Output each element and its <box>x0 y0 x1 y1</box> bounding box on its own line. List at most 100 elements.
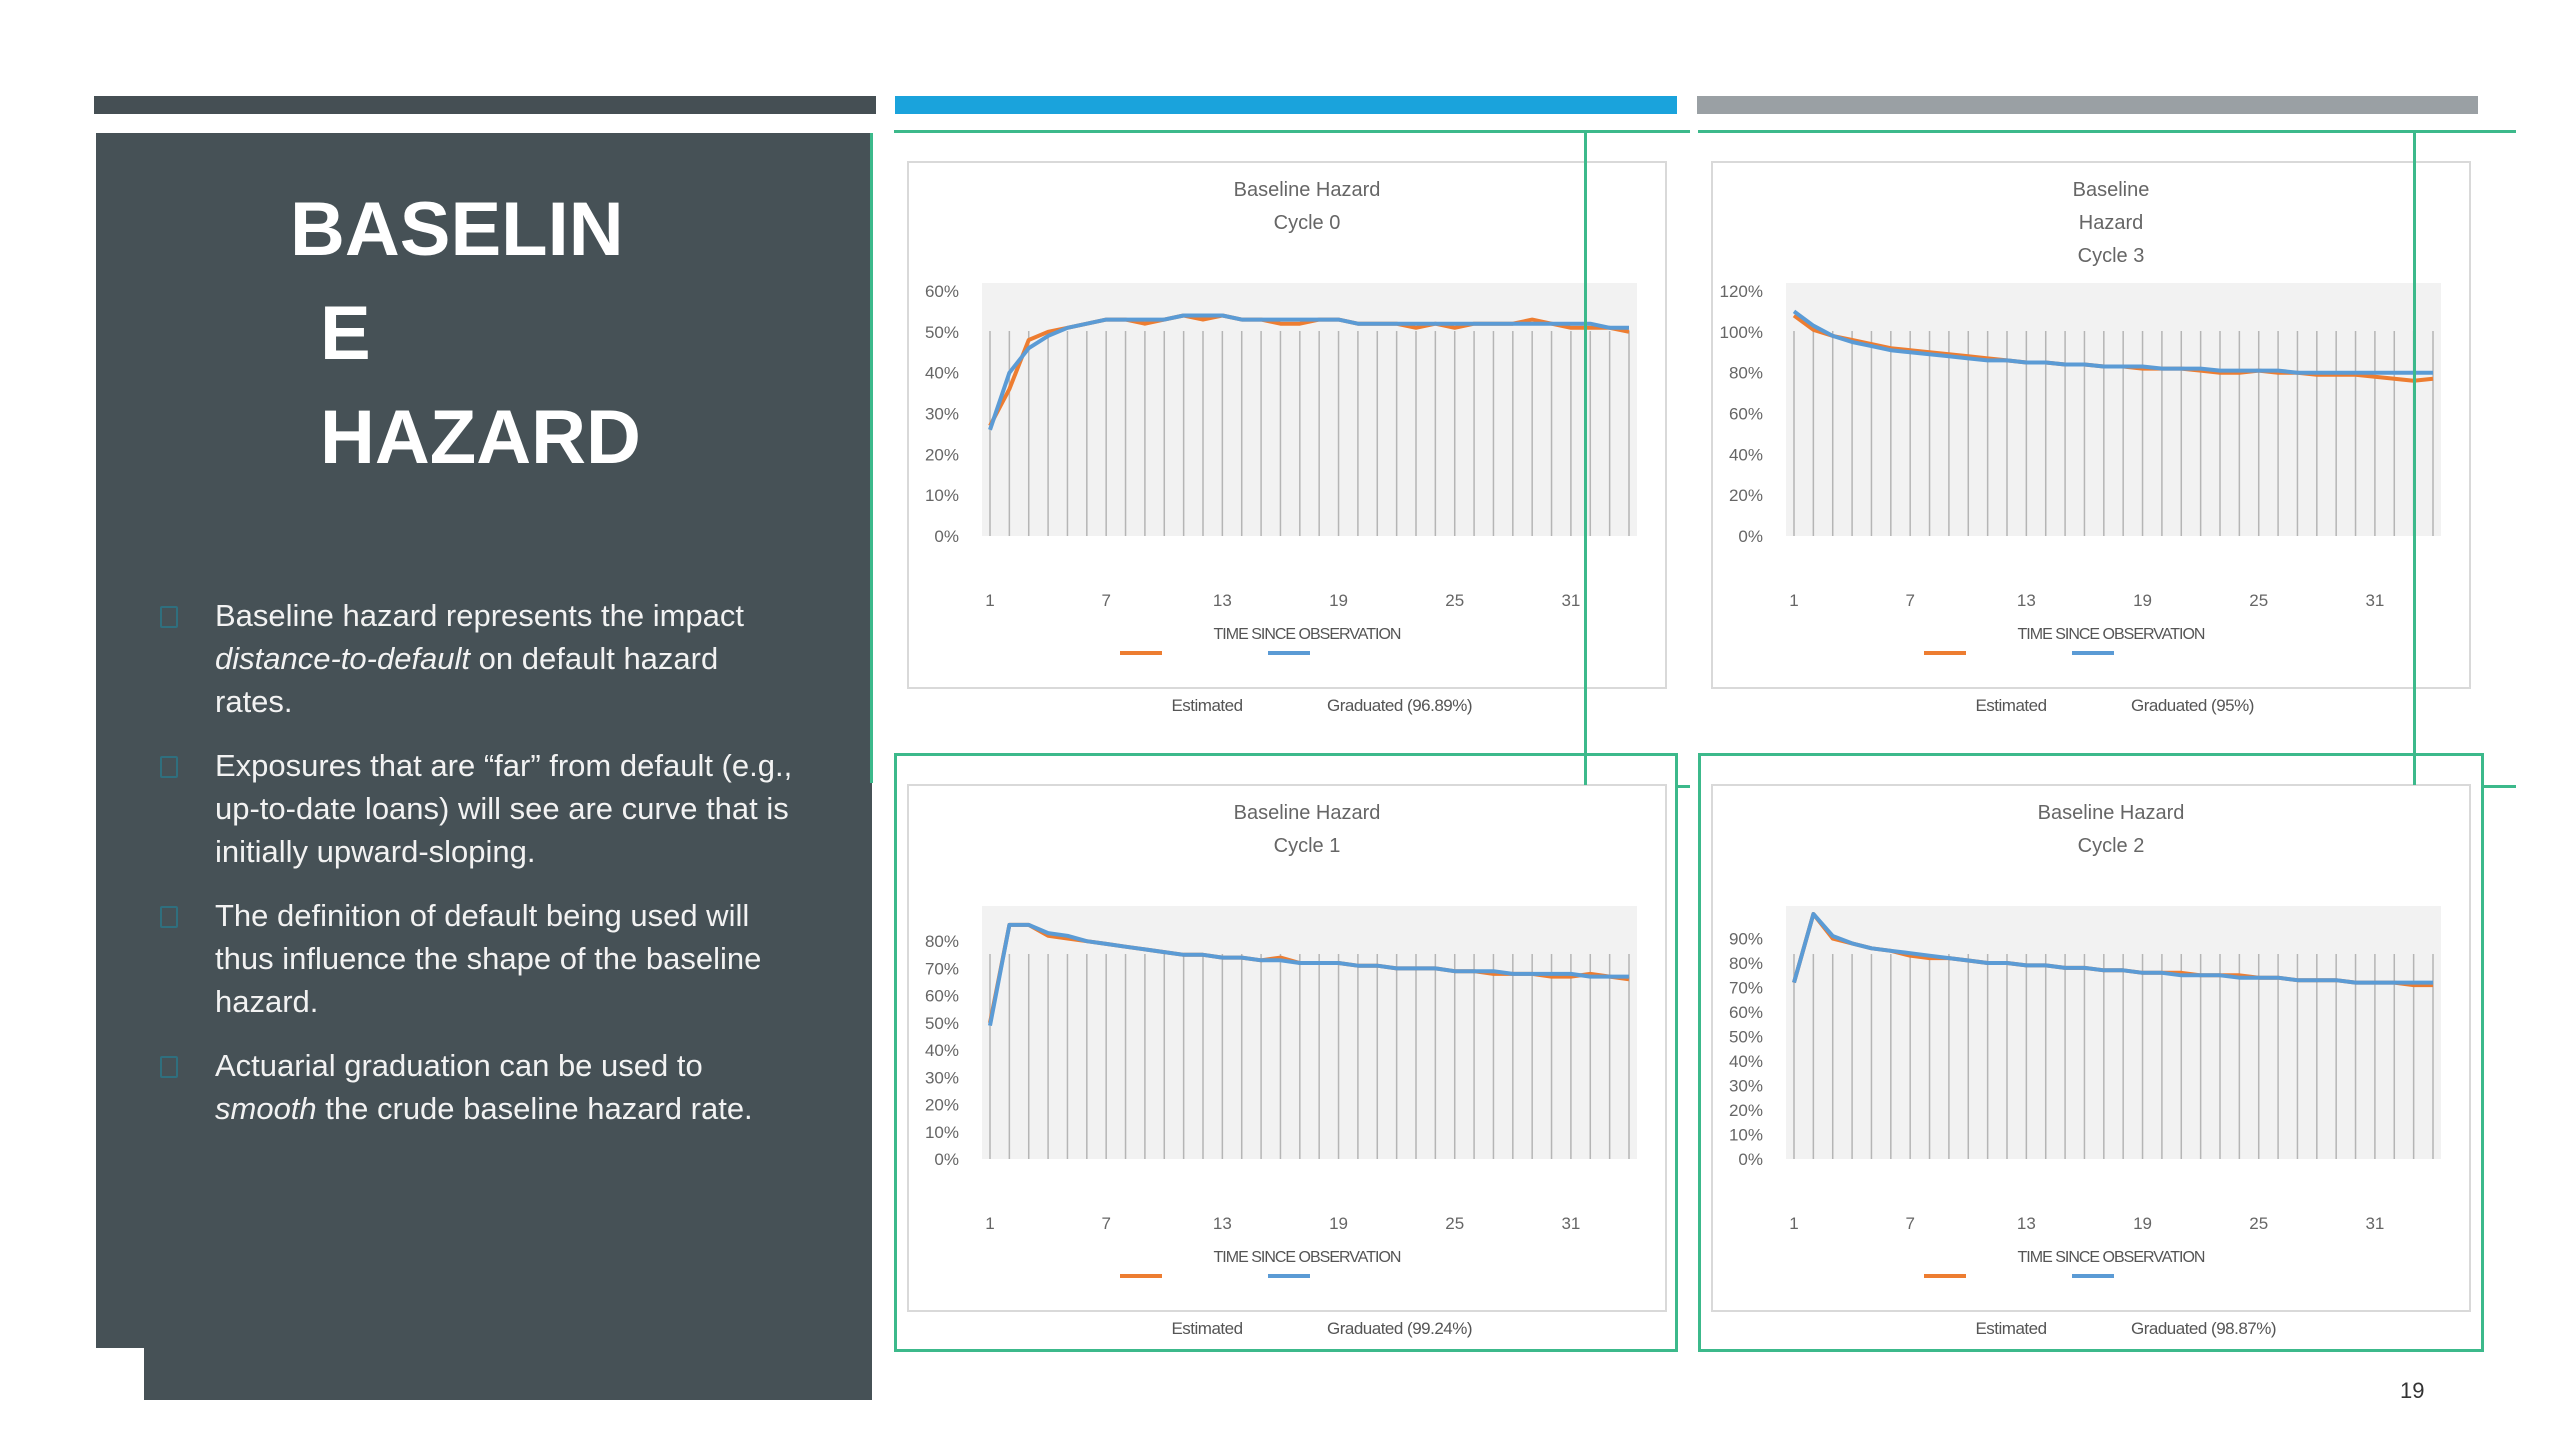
legend-label: Estimated <box>1975 1319 2046 1338</box>
plot-area <box>982 906 1637 1159</box>
frame-line <box>2481 785 2516 788</box>
bullet-emphasis: smooth <box>215 1091 317 1126</box>
y-tick-label: 0% <box>1738 527 1763 546</box>
title-line: HAZARD <box>320 395 641 480</box>
chart-title-line: Cycle 3 <box>2078 245 2145 267</box>
chart-title-line: Baseline <box>2073 179 2150 201</box>
y-tick-label: 70% <box>925 959 959 978</box>
y-tick-label: 70% <box>1729 979 1763 998</box>
y-tick-label: 10% <box>925 486 959 505</box>
x-axis-label: TIME SINCE OBSERVATION <box>1214 626 1401 643</box>
y-tick-label: 50% <box>925 323 959 342</box>
series-graduated-line <box>1792 309 2433 375</box>
y-tick-label: 10% <box>925 1123 959 1142</box>
y-tick-label: 40% <box>1729 445 1763 464</box>
x-axis-label: TIME SINCE OBSERVATION <box>1214 1249 1401 1266</box>
y-tick-label: 90% <box>1729 930 1763 949</box>
header-bar-dark <box>94 96 876 114</box>
legend-label: Estimated <box>1171 696 1242 715</box>
x-tick-label: 31 <box>2365 591 2384 610</box>
bullet-item: The definition of default being used wil… <box>160 894 800 1023</box>
x-tick-label: 13 <box>1213 1214 1232 1233</box>
frame-line <box>2413 130 2416 785</box>
bullet-square-icon <box>160 756 178 778</box>
y-tick-label: 50% <box>925 1014 959 1033</box>
y-tick-label: 80% <box>1729 954 1763 973</box>
y-tick-label: 120% <box>1720 282 1763 301</box>
header-bar-blue <box>895 96 1677 114</box>
title-line: E <box>320 291 371 376</box>
x-tick-label: 7 <box>1101 591 1110 610</box>
bullet-text: Baseline hazard represents the impact <box>215 598 745 633</box>
legend-label: Estimated <box>1975 696 2046 715</box>
bullet-square-icon <box>160 606 178 628</box>
bullet-text: The definition of default being used wil… <box>215 898 762 1019</box>
x-axis-label: TIME SINCE OBSERVATION <box>2018 626 2205 643</box>
chart-cycle-0: Baseline Hazard Cycle 0 0% 10% 20% 30% 40% 50% 6… <box>907 161 1667 715</box>
plot-area <box>1786 283 2441 536</box>
y-tick-label: 30% <box>925 1068 959 1087</box>
chart-cycle-2: Baseline Hazard Cycle 2 0% 10% 20% 30% 40% 50% 6… <box>1711 784 2471 1338</box>
bullet-item: Baseline hazard represents the impact di… <box>160 594 800 723</box>
x-tick-label: 25 <box>1445 591 1464 610</box>
legend-label: Graduated (96.89%) <box>1327 696 1472 715</box>
chart-title-line: Baseline Hazard <box>1234 179 1381 201</box>
bullet-text: Actuarial graduation can be used to <box>215 1048 703 1083</box>
x-tick-label: 31 <box>1561 591 1580 610</box>
title-panel-extension <box>144 1340 872 1400</box>
legend-label: Graduated (95%) <box>2131 696 2254 715</box>
y-tick-label: 20% <box>1729 486 1763 505</box>
x-tick-label: 19 <box>2133 1214 2152 1233</box>
x-axis-label: TIME SINCE OBSERVATION <box>2018 1249 2205 1266</box>
series-graduated-line <box>988 313 1629 431</box>
bullet-text: Exposures that are “far” from default (e… <box>215 748 793 869</box>
x-tick-label: 19 <box>1329 1214 1348 1233</box>
frame-line <box>894 130 1690 133</box>
x-tick-label: 1 <box>985 591 994 610</box>
x-tick-label: 1 <box>1789 1214 1798 1233</box>
y-tick-label: 50% <box>1729 1028 1763 1047</box>
title-panel <box>96 133 872 1348</box>
x-tick-label: 13 <box>2017 591 2036 610</box>
series-graduated-line <box>988 922 1629 1026</box>
frame-line <box>1698 130 2516 133</box>
x-tick-label: 1 <box>985 1214 994 1233</box>
chart-frame <box>894 753 1678 1352</box>
x-tick-label: 31 <box>2365 1214 2384 1233</box>
y-tick-label: 0% <box>1738 1150 1763 1169</box>
chart-title-line: Baseline Hazard <box>2038 802 2185 824</box>
y-tick-label: 100% <box>1720 323 1763 342</box>
y-tick-label: 40% <box>1729 1052 1763 1071</box>
bullet-emphasis: distance-to-default <box>215 641 471 676</box>
y-tick-label: 20% <box>1729 1101 1763 1120</box>
x-tick-label: 31 <box>1561 1214 1580 1233</box>
x-tick-label: 7 <box>1101 1214 1110 1233</box>
x-tick-label: 13 <box>1213 591 1232 610</box>
x-tick-label: 25 <box>2249 1214 2268 1233</box>
y-tick-label: 30% <box>1729 1077 1763 1096</box>
bullet-square-icon <box>160 906 178 928</box>
chart-cycle-1: Baseline Hazard Cycle 1 0% 10% 20% 30% 40% 50% 6… <box>907 784 1667 1338</box>
y-tick-label: 60% <box>1729 1003 1763 1022</box>
chart-title-line: Cycle 0 <box>1274 212 1341 234</box>
header-bar-gray <box>1697 96 2478 114</box>
chart-cycle-3: Baseline Hazard Cycle 3 0% 20% 40% 60% 80% 100% 1… <box>1711 161 2471 715</box>
y-tick-label: 20% <box>925 445 959 464</box>
y-tick-label: 30% <box>925 405 959 424</box>
title-line: BASELIN <box>290 187 624 272</box>
series-graduated-line <box>1792 912 2433 985</box>
plot-area <box>1786 906 2441 1159</box>
legend-label: Graduated (98.87%) <box>2131 1319 2276 1338</box>
frame-line <box>1584 130 1587 785</box>
bullet-list: Baseline hazard represents the impact di… <box>160 594 800 1151</box>
x-tick-label: 19 <box>1329 591 1348 610</box>
page-number: 19 <box>2400 1378 2425 1403</box>
slide-title: BASELIN E HAZARD <box>290 178 641 490</box>
y-tick-label: 80% <box>925 932 959 951</box>
y-tick-label: 20% <box>925 1096 959 1115</box>
bullet-text: on default hazard rates. <box>215 641 719 719</box>
chart-frame <box>1698 753 2484 1352</box>
y-tick-label: 10% <box>1729 1126 1763 1145</box>
y-tick-label: 60% <box>925 987 959 1006</box>
x-tick-label: 25 <box>1445 1214 1464 1233</box>
